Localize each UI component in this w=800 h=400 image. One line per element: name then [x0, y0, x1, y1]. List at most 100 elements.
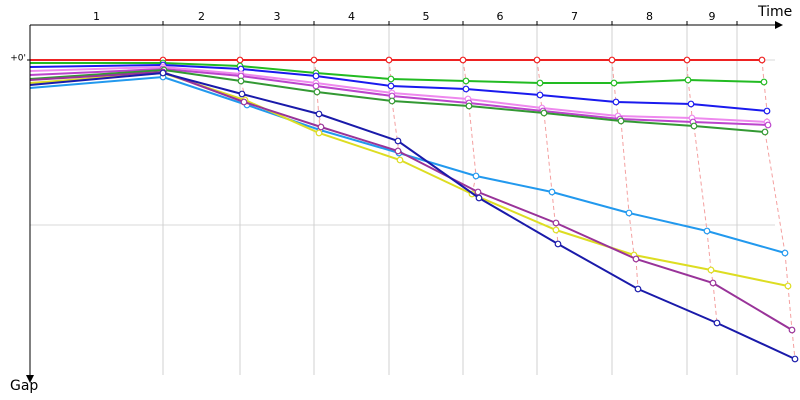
point: [788, 326, 796, 334]
x-axis-label: Time: [757, 4, 792, 20]
point: [317, 123, 325, 131]
point: [462, 85, 470, 93]
series-line: [29, 63, 768, 112]
lap-connector: [693, 125, 708, 232]
lap-label: 1: [93, 10, 100, 23]
series-line: [29, 68, 766, 133]
lap-connector: [764, 131, 786, 254]
point: [462, 77, 470, 85]
x-axis-arrow: [775, 21, 783, 29]
lap-connector: [787, 285, 793, 331]
series-line: [29, 71, 796, 360]
point: [548, 188, 556, 196]
point: [634, 285, 642, 293]
point: [396, 156, 404, 164]
point: [472, 172, 480, 180]
point: [758, 56, 766, 64]
point: [310, 56, 318, 64]
point: [388, 97, 396, 105]
lap-connector: [316, 91, 321, 131]
point: [533, 56, 541, 64]
point: [236, 56, 244, 64]
point: [690, 122, 698, 130]
lap-label: 8: [646, 10, 653, 23]
point: [632, 255, 640, 263]
point: [240, 98, 248, 106]
point: [617, 117, 625, 125]
point: [474, 188, 482, 196]
point: [313, 88, 321, 96]
lap-connector: [620, 120, 630, 214]
point: [554, 240, 562, 248]
point: [707, 266, 715, 274]
point: [315, 129, 323, 137]
lap-connector: [628, 212, 635, 256]
point: [760, 78, 768, 86]
point: [387, 82, 395, 90]
point: [237, 77, 245, 85]
point: [459, 56, 467, 64]
point: [159, 69, 167, 77]
y-tick-label: +0': [10, 54, 26, 64]
point: [683, 56, 691, 64]
y-axis-label: Gap: [10, 378, 38, 394]
lap-label: 4: [348, 10, 355, 23]
lap-connector: [635, 258, 639, 290]
point: [475, 194, 483, 202]
lap-label: 3: [274, 10, 281, 23]
point: [540, 109, 548, 117]
lap-connector: [763, 81, 768, 112]
point: [315, 110, 323, 118]
point: [784, 282, 792, 290]
point: [394, 137, 402, 145]
point: [387, 75, 395, 83]
lap-label: 5: [423, 10, 430, 23]
lap-connector: [391, 100, 400, 154]
point: [610, 79, 618, 87]
y-axis-arrow: [26, 375, 34, 383]
point: [312, 82, 320, 90]
point: [625, 209, 633, 217]
lap-label: 2: [198, 10, 205, 23]
lap-connector: [468, 105, 477, 177]
point: [791, 355, 799, 363]
point: [687, 100, 695, 108]
series-line: [29, 67, 769, 126]
point: [385, 56, 393, 64]
point: [536, 79, 544, 87]
point: [764, 121, 772, 129]
point: [612, 98, 620, 106]
point: [394, 147, 402, 155]
series-line: [29, 70, 793, 331]
point: [703, 227, 711, 235]
lap-connector: [791, 329, 796, 360]
point: [608, 56, 616, 64]
point: [684, 76, 692, 84]
lap-connector: [543, 112, 553, 193]
point: [781, 249, 789, 257]
point: [552, 226, 560, 234]
series-line: [29, 75, 786, 254]
point: [238, 90, 246, 98]
lap-connector: [687, 79, 692, 105]
lap-label: 6: [497, 10, 504, 23]
point: [761, 128, 769, 136]
point: [312, 72, 320, 80]
series-line: [30, 62, 765, 84]
point: [465, 102, 473, 110]
lap-connector: [706, 230, 712, 271]
point: [552, 219, 560, 227]
series-line: [29, 71, 789, 287]
lap-connector: [611, 59, 615, 84]
lap-connector: [536, 59, 541, 84]
point: [536, 91, 544, 99]
point: [709, 279, 717, 287]
lap-label: 9: [709, 10, 716, 23]
lap-connector: [712, 282, 718, 324]
point: [763, 107, 771, 115]
lap-connector: [462, 59, 467, 82]
lap-connector: [784, 252, 789, 287]
lap-connector: [555, 222, 559, 245]
lap-label: 7: [571, 10, 578, 23]
